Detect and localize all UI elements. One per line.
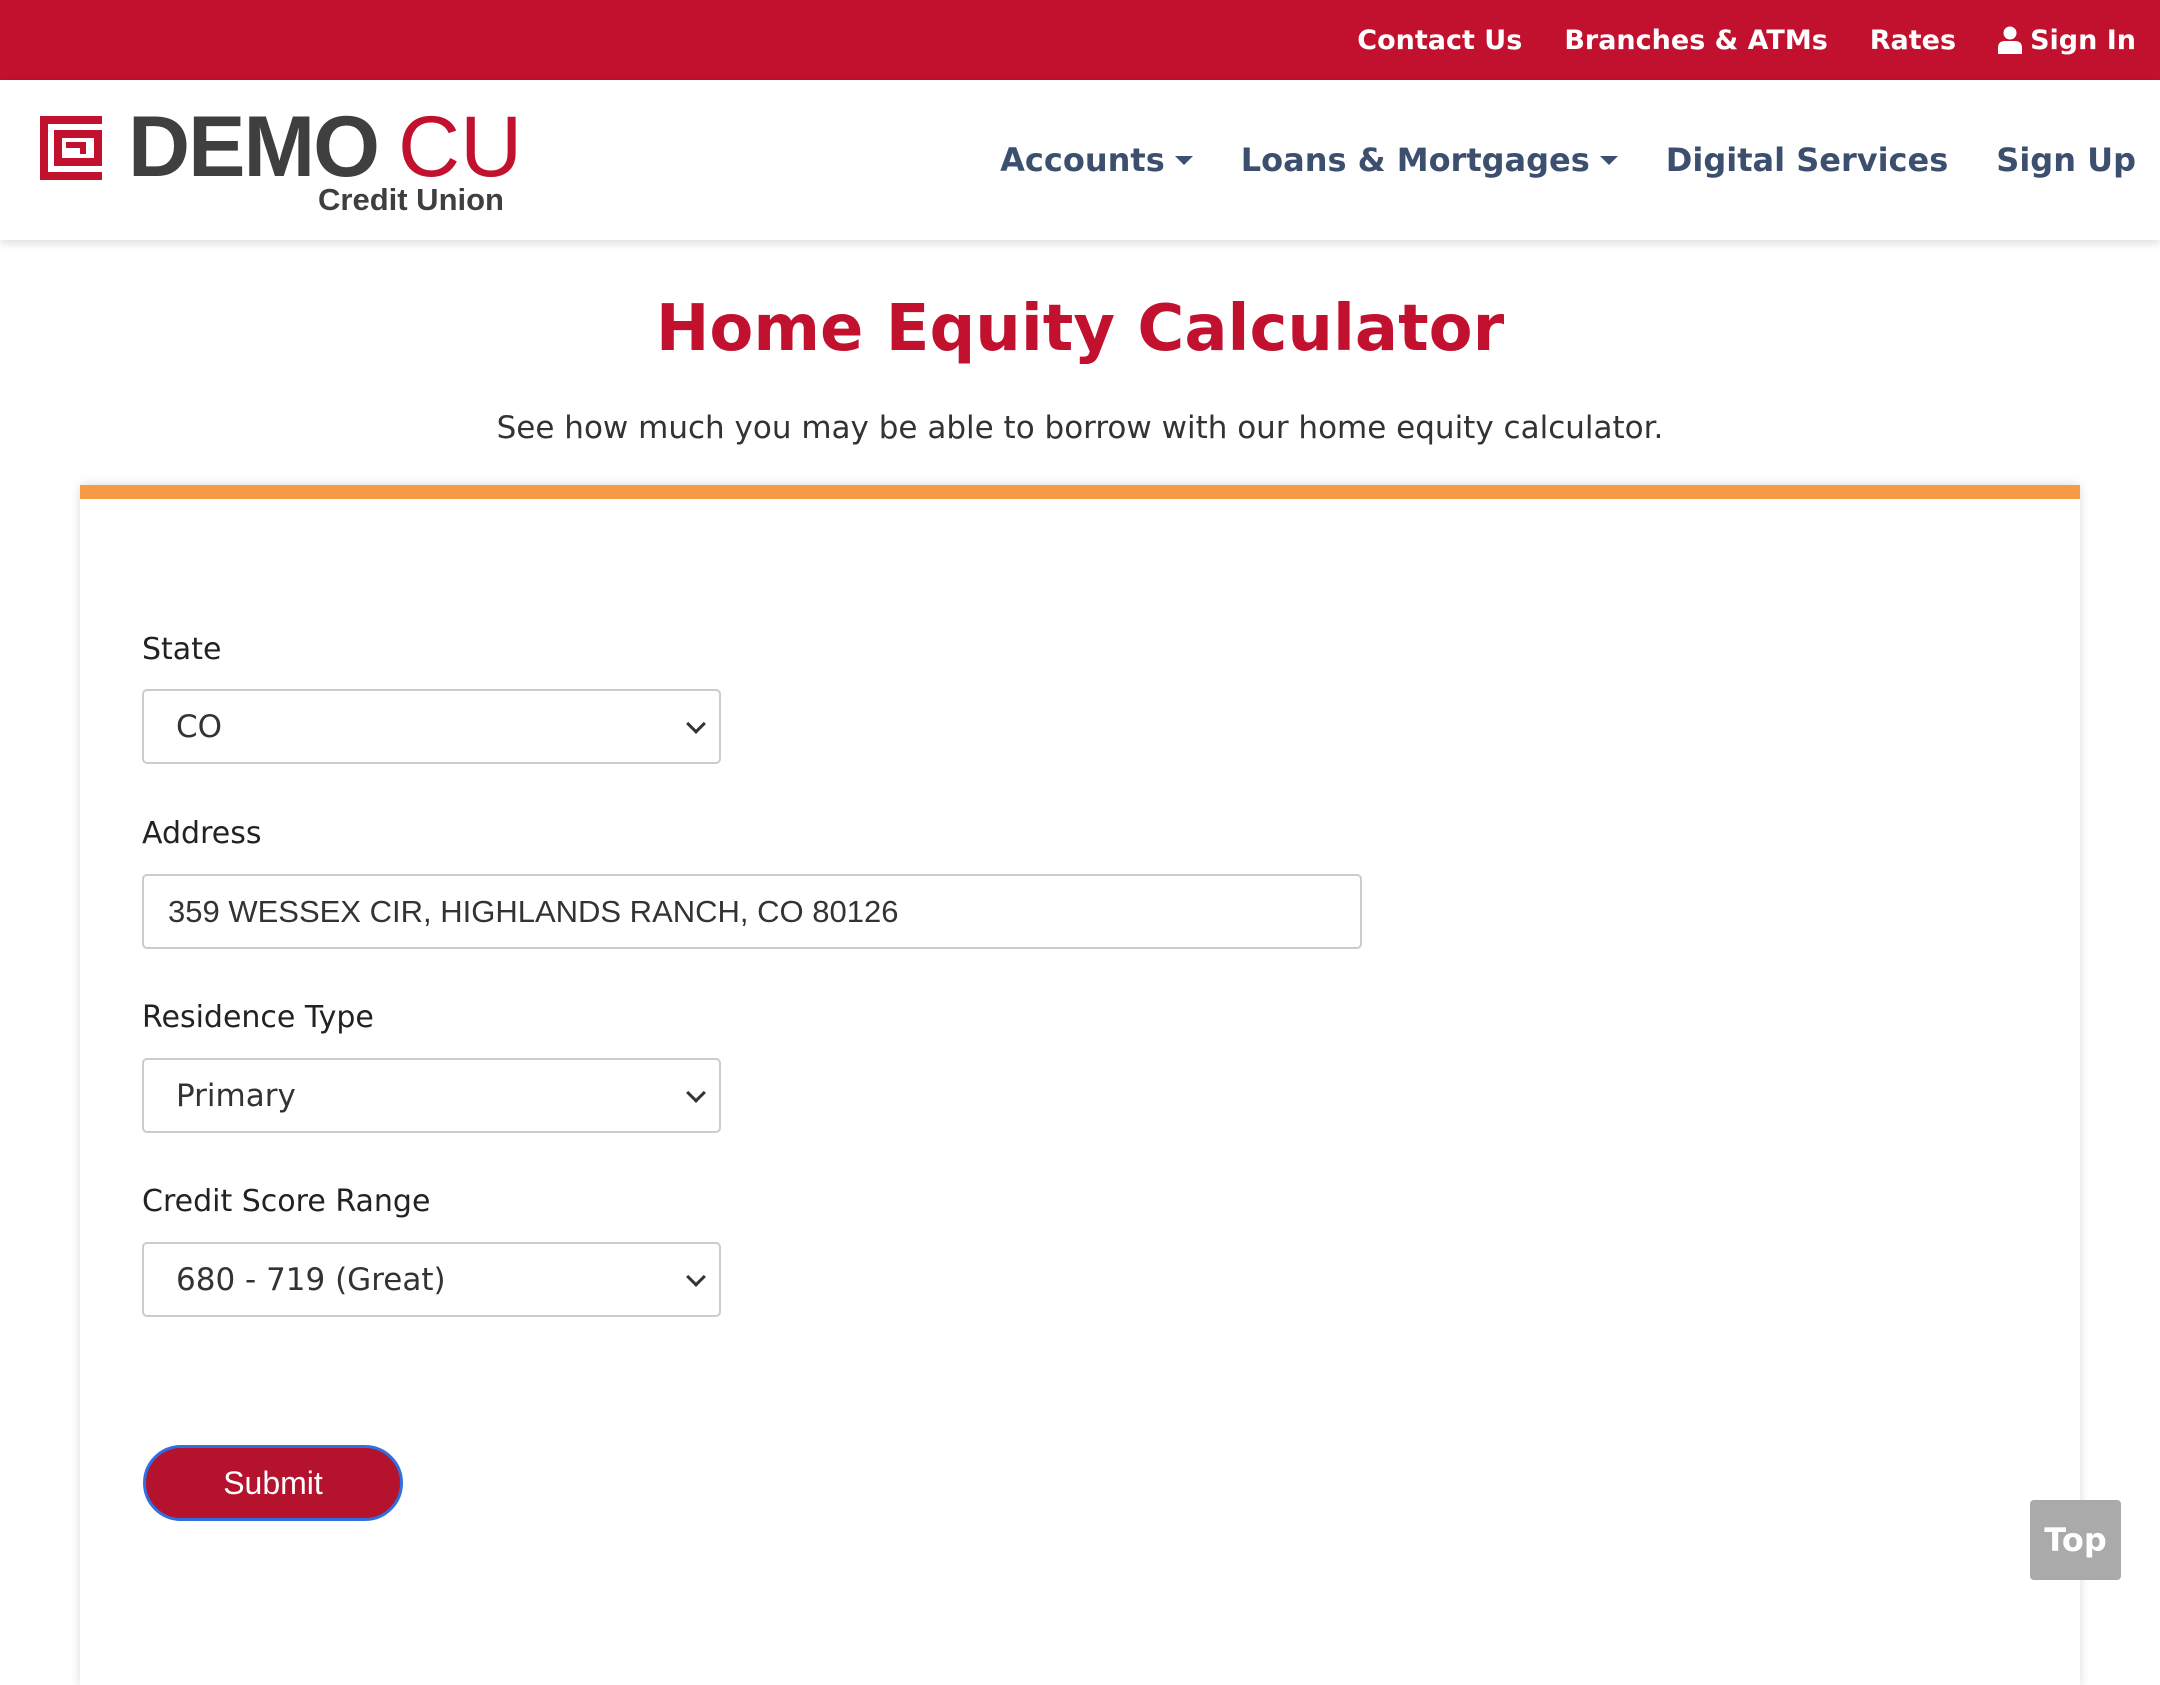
residence-type-value: Primary xyxy=(176,1077,296,1114)
chevron-down-icon xyxy=(686,1267,706,1287)
page-title: Home Equity Calculator xyxy=(655,292,1505,366)
submit-button[interactable]: Submit xyxy=(143,1445,403,1521)
address-input[interactable]: 359 WESSEX CIR, HIGHLANDS RANCH, CO 8012… xyxy=(142,874,1362,949)
sign-in-link[interactable]: Sign In xyxy=(1998,25,2136,56)
nav-loans-mortgages[interactable]: Loans & Mortgages xyxy=(1241,141,1618,179)
address-label: Address xyxy=(142,816,262,851)
nav-accounts-label: Accounts xyxy=(1000,141,1165,179)
nav-loans-label: Loans & Mortgages xyxy=(1240,141,1590,179)
utility-bar: Contact Us Branches & ATMs Rates Sign In xyxy=(0,0,2160,80)
state-value: CO xyxy=(176,708,223,745)
back-to-top-button[interactable]: Top xyxy=(2030,1500,2121,1580)
residence-type-select[interactable]: Primary xyxy=(142,1058,721,1133)
credit-score-value: 680 - 719 (Great) xyxy=(176,1261,446,1298)
user-icon xyxy=(1998,26,2023,54)
logo-tagline: Credit Union xyxy=(318,182,504,217)
page-subtitle: See how much you may be able to borrow w… xyxy=(496,410,1664,446)
chevron-down-icon xyxy=(686,714,706,734)
rates-link[interactable]: Rates xyxy=(1869,24,1957,56)
logo[interactable]: DEMO CU Credit Union xyxy=(40,99,530,222)
logo-brand: DEMO xyxy=(128,99,380,195)
sign-in-label: Sign In xyxy=(2030,24,2136,56)
credit-score-label: Credit Score Range xyxy=(142,1184,431,1219)
main-header: DEMO CU Credit Union Accounts Loans & Mo… xyxy=(0,80,2160,240)
logo-mark-icon xyxy=(40,116,102,180)
branches-atms-link[interactable]: Branches & ATMs xyxy=(1564,24,1828,56)
nav-digital-services[interactable]: Digital Services xyxy=(1665,141,1949,179)
residence-type-label: Residence Type xyxy=(142,1000,374,1035)
credit-score-select[interactable]: 680 - 719 (Great) xyxy=(142,1242,721,1317)
state-label: State xyxy=(142,632,222,667)
nav-accounts[interactable]: Accounts xyxy=(1000,141,1193,179)
nav-sign-up[interactable]: Sign Up xyxy=(1996,141,2136,179)
main-nav: Accounts Loans & Mortgages Digital Servi… xyxy=(1000,80,2136,240)
caret-down-icon xyxy=(1174,155,1193,165)
chevron-down-icon xyxy=(686,1083,706,1103)
address-value: 359 WESSEX CIR, HIGHLANDS RANCH, CO 8012… xyxy=(168,893,899,929)
caret-down-icon xyxy=(1599,155,1618,165)
logo-suffix: CU xyxy=(398,99,523,195)
state-select[interactable]: CO xyxy=(142,689,721,764)
contact-us-link[interactable]: Contact Us xyxy=(1357,24,1523,56)
